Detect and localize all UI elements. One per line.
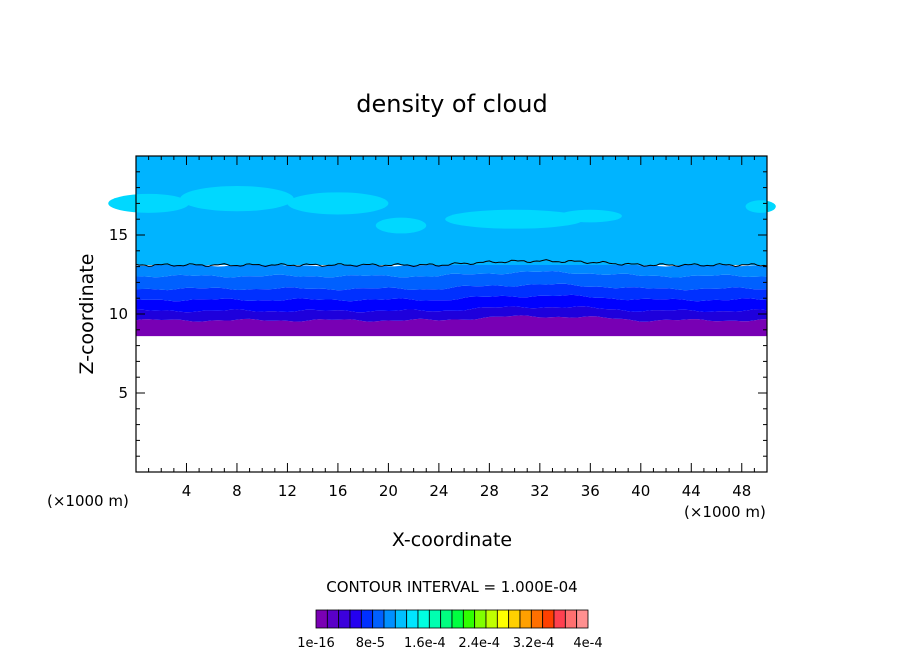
cloud-layer-1 <box>136 306 767 322</box>
colorbar-swatch-0 <box>315 609 328 629</box>
x-unit-left: (×1000 m) <box>47 492 129 510</box>
cloud-patch-1 <box>180 186 294 212</box>
contour-interval-label: CONTOUR INTERVAL = 1.000E-04 <box>326 578 577 596</box>
colorbar-label-1: 8e-5 <box>356 636 385 651</box>
colorbar-swatch-20 <box>542 609 555 629</box>
y-tick-label-15: 15 <box>109 226 128 244</box>
colorbar-swatch-9 <box>417 609 430 629</box>
cloud-patch-5 <box>745 200 776 213</box>
colorbar-swatch-15 <box>485 609 498 629</box>
colorbar-swatch-6 <box>383 609 396 629</box>
cloud-patch-0 <box>108 193 190 213</box>
colorbar-swatch-23 <box>576 609 589 629</box>
y-tick-label-5: 5 <box>118 384 128 402</box>
colorbar-label-5: 4e-4 <box>573 636 602 651</box>
cloud-layer-2 <box>136 294 767 313</box>
contour-line <box>135 259 768 268</box>
x-tick-label-24: 24 <box>429 482 448 500</box>
colorbar-label-0: 1e-16 <box>297 636 335 651</box>
x-tick-label-12: 12 <box>278 482 297 500</box>
x-unit-right: (×1000 m) <box>684 503 766 521</box>
colorbar-swatch-4 <box>360 609 374 629</box>
x-tick-label-8: 8 <box>232 482 242 500</box>
colorbar-swatch-11 <box>440 609 453 629</box>
colorbar-swatch-19 <box>530 609 544 629</box>
cloud-layer-4 <box>136 271 767 291</box>
colorbar-swatch-1 <box>326 609 340 629</box>
x-tick-label-32: 32 <box>530 482 549 500</box>
y-tick-label-10: 10 <box>109 305 128 323</box>
x-tick-label-28: 28 <box>480 482 499 500</box>
cloud-layer-0 <box>136 315 767 337</box>
x-tick-label-36: 36 <box>581 482 600 500</box>
colorbar-swatch-2 <box>338 609 351 629</box>
colorbar-swatch-5 <box>372 609 385 629</box>
cloud-patch-2 <box>287 192 389 215</box>
colorbar-swatch-14 <box>474 609 487 629</box>
chart-title: density of cloud <box>356 90 547 118</box>
colorbar-swatch-7 <box>394 609 408 629</box>
colorbar-swatch-22 <box>564 609 578 629</box>
colorbar-label-2: 1.6e-4 <box>404 636 446 651</box>
colorbar-label-3: 2.4e-4 <box>458 636 500 651</box>
colorbar-swatch-21 <box>553 609 566 629</box>
x-tick-label-44: 44 <box>682 482 701 500</box>
colorbar-swatch-8 <box>406 609 419 629</box>
cloud-layer-3 <box>136 283 767 302</box>
cloud-patch-4 <box>558 209 622 223</box>
colorbar-swatch-16 <box>496 609 510 629</box>
cloud-patch-3 <box>445 209 585 229</box>
x-tick-label-16: 16 <box>328 482 347 500</box>
colorbar-swatch-3 <box>349 609 362 629</box>
colorbar-swatch-12 <box>451 609 464 629</box>
x-tick-label-40: 40 <box>631 482 650 500</box>
colorbar-label-4: 3.2e-4 <box>513 636 555 651</box>
x-tick-label-4: 4 <box>182 482 192 500</box>
colorbar-swatch-18 <box>519 609 532 629</box>
cloud-patch-6 <box>375 217 427 234</box>
x-tick-label-48: 48 <box>732 482 751 500</box>
colorbar-swatch-10 <box>428 609 442 629</box>
colorbar-swatch-17 <box>508 609 521 629</box>
x-tick-label-20: 20 <box>379 482 398 500</box>
x-axis-label: X-coordinate <box>392 529 512 551</box>
colorbar: 1e-16 8e-5 1.6e-4 2.4e-4 3.2e-4 4e-4 <box>297 609 603 651</box>
colorbar-swatch-13 <box>462 609 476 629</box>
y-axis-label: Z-coordinate <box>76 254 98 375</box>
